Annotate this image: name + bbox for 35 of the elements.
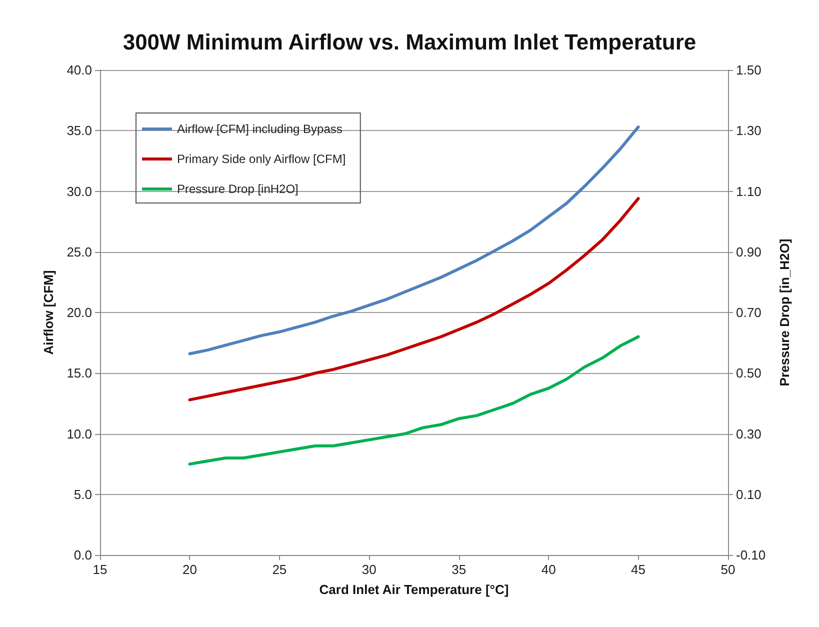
y2-tick-label: 0.90: [736, 244, 762, 260]
y2-tick-label: -0.10: [736, 548, 766, 562]
y-axis-title: Airflow [CFM]: [41, 270, 56, 355]
legend-label: Primary Side only Airflow [CFM]: [177, 152, 346, 166]
y2-tick-label: 1.50: [736, 62, 762, 78]
x-tick-label: 15: [92, 562, 108, 577]
y2-tick-label: 0.50: [736, 366, 762, 381]
y2-tick-label: 0.30: [736, 426, 762, 442]
x-tick-label: 40: [541, 562, 556, 577]
y2-tick-label: 0.70: [736, 305, 762, 320]
legend-label: Pressure Drop [inH2O]: [177, 182, 298, 196]
y2-tick-label: 1.10: [736, 184, 762, 199]
line-series: [188, 335, 640, 466]
y-tick-label: 40.0: [66, 62, 92, 78]
y2-tick-label: 1.30: [736, 123, 762, 138]
legend-label: Airflow [CFM] including Bypass: [177, 122, 342, 136]
line-series: [188, 197, 640, 402]
x-tick-label: 45: [631, 562, 646, 577]
y-tick-label: 35.0: [66, 123, 92, 138]
y-tick-label: 20.0: [66, 305, 92, 320]
x-tick-label: 30: [362, 562, 376, 577]
x-tick-label: 25: [272, 562, 287, 577]
y-tick-label: 10.0: [66, 426, 92, 442]
x-tick-label: 20: [182, 562, 197, 577]
y-tick-label: 5.0: [74, 486, 92, 502]
y2-axis-title: Pressure Drop [in_H2O]: [777, 238, 792, 386]
x-tick-label: 50: [720, 562, 736, 577]
x-tick-label: 35: [452, 562, 466, 577]
y-tick-label: 0.0: [74, 548, 92, 562]
y2-tick-label: 0.10: [736, 486, 762, 502]
y-tick-label: 15.0: [66, 366, 92, 381]
y-tick-label: 30.0: [66, 184, 92, 199]
x-axis-title: Card Inlet Air Temperature [°C]: [319, 582, 509, 597]
y-tick-label: 25.0: [66, 244, 92, 260]
chart-title: 300W Minimum Airflow vs. Maximum Inlet Temperature: [122, 30, 696, 54]
